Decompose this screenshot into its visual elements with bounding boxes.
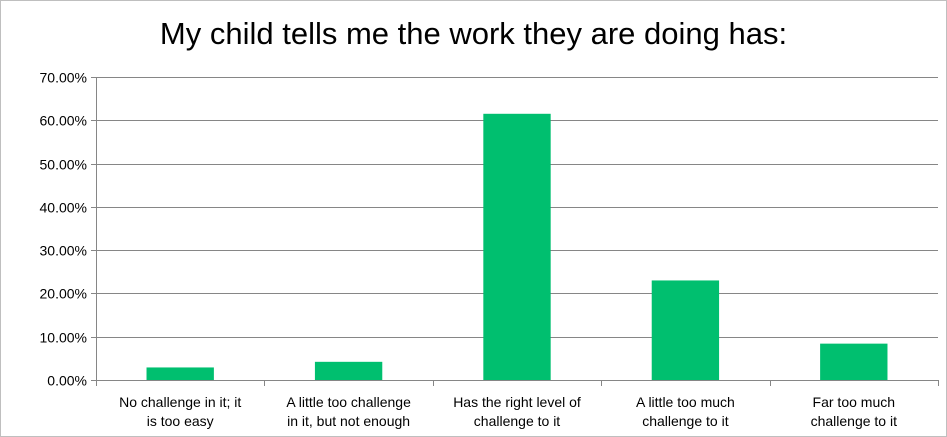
category-label: is too easy bbox=[147, 413, 214, 429]
y-tick-label: 60.00% bbox=[40, 113, 87, 129]
y-tick-label: 20.00% bbox=[40, 286, 87, 302]
y-tick-labels: 0.00% 10.00% 20.00% 30.00% 40.00% 50.00% 60.00… bbox=[40, 70, 87, 389]
bar bbox=[314, 361, 383, 380]
category-label: A little too challenge bbox=[286, 394, 411, 410]
y-tick-label: 10.00% bbox=[40, 330, 87, 346]
category-label: challenge to it bbox=[642, 413, 729, 429]
bars bbox=[146, 113, 888, 381]
y-tick-label: 0.00% bbox=[47, 373, 87, 389]
bar bbox=[651, 280, 720, 380]
axes bbox=[91, 77, 939, 386]
bar bbox=[146, 367, 214, 380]
y-tick-label: 70.00% bbox=[40, 70, 87, 86]
y-tick-label: 50.00% bbox=[40, 157, 87, 173]
category-label: Far too much bbox=[813, 394, 895, 410]
chart-title: My child tells me the work they are doin… bbox=[159, 16, 788, 51]
category-label: in it, but not enough bbox=[287, 413, 410, 429]
y-tick-label: 30.00% bbox=[40, 243, 87, 259]
category-labels: No challenge in it; it is too easy A littl… bbox=[119, 394, 897, 429]
bar bbox=[483, 113, 551, 381]
category-label: No challenge in it; it bbox=[119, 394, 241, 410]
y-tick-label: 40.00% bbox=[40, 200, 87, 216]
category-label: Has the right level of bbox=[453, 394, 581, 410]
category-label: A little too much bbox=[636, 394, 735, 410]
category-label: challenge to it bbox=[474, 413, 561, 429]
category-label: challenge to it bbox=[811, 413, 898, 429]
bar bbox=[820, 343, 888, 380]
